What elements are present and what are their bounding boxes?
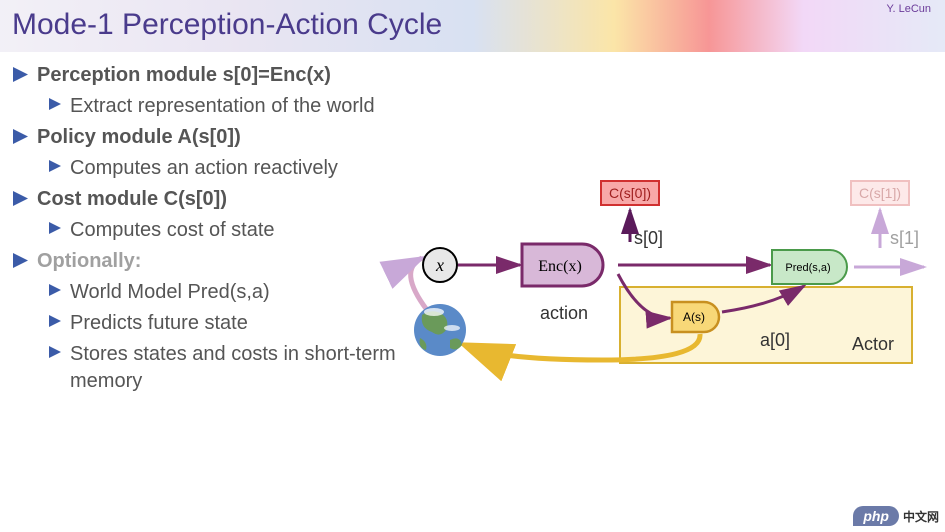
diagram-area: x Enc(x) Pred(s,a) A(s) C(s[0]) C(s[1]) … <box>402 180 942 440</box>
bullet-item: Optionally: <box>12 248 456 275</box>
triangle-bullet-icon <box>48 345 62 359</box>
pred-label: Pred(s,a) <box>785 262 830 274</box>
bullet-text: World Model Pred(s,a) <box>70 279 270 306</box>
triangle-bullet-icon <box>48 97 62 111</box>
action-label: action <box>540 303 588 324</box>
s0-label: s[0] <box>634 228 663 249</box>
c-s0-node: C(s[0]) <box>600 180 660 206</box>
bullet-item: Policy module A(s[0]) <box>12 124 456 151</box>
bullet-text: Policy module A(s[0]) <box>37 124 241 151</box>
watermark-cn: 中文网 <box>903 508 939 525</box>
bullet-text: Extract representation of the world <box>70 93 375 120</box>
bullet-item: Cost module C(s[0]) <box>12 186 456 213</box>
x-label: x <box>435 255 444 275</box>
bullet-text: Computes an action reactively <box>70 155 338 182</box>
diagram-svg: x Enc(x) Pred(s,a) A(s) <box>402 180 942 440</box>
bullet-text: Stores states and costs in short-term me… <box>70 341 456 395</box>
bullet-text: Perception module s[0]=Enc(x) <box>37 62 331 89</box>
a0-label: a[0] <box>760 330 790 351</box>
earth-icon <box>414 304 466 356</box>
bullet-list: Perception module s[0]=Enc(x) Extract rep… <box>6 62 456 399</box>
bullet-item: Perception module s[0]=Enc(x) <box>12 62 456 89</box>
triangle-bullet-icon <box>48 283 62 297</box>
slide-title: Mode-1 Perception-Action Cycle <box>12 8 442 42</box>
triangle-bullet-icon <box>12 252 29 269</box>
enc-label: Enc(x) <box>538 258 582 275</box>
bullet-text: Cost module C(s[0]) <box>37 186 227 213</box>
bullet-item: Computes cost of state <box>48 217 456 244</box>
bullet-item: Stores states and costs in short-term me… <box>48 341 456 395</box>
bullet-text: Optionally: <box>37 248 141 275</box>
bullet-text: Computes cost of state <box>70 217 275 244</box>
triangle-bullet-icon <box>48 314 62 328</box>
c-s1-node: C(s[1]) <box>850 180 910 206</box>
bullet-item: Extract representation of the world <box>48 93 456 120</box>
bullet-item: World Model Pred(s,a) <box>48 279 456 306</box>
as-label: A(s) <box>683 310 705 324</box>
triangle-bullet-icon <box>12 66 29 83</box>
bullet-text: Predicts future state <box>70 310 248 337</box>
bullet-item: Predicts future state <box>48 310 456 337</box>
author-name: Y. LeCun <box>887 3 931 15</box>
triangle-bullet-icon <box>48 159 62 173</box>
bullet-item: Computes an action reactively <box>48 155 456 182</box>
triangle-bullet-icon <box>48 221 62 235</box>
s1-label: s[1] <box>890 228 919 249</box>
actor-label: Actor <box>852 334 894 355</box>
php-badge: php <box>853 506 899 526</box>
triangle-bullet-icon <box>12 128 29 145</box>
watermark: php 中文网 <box>853 506 939 526</box>
triangle-bullet-icon <box>12 190 29 207</box>
